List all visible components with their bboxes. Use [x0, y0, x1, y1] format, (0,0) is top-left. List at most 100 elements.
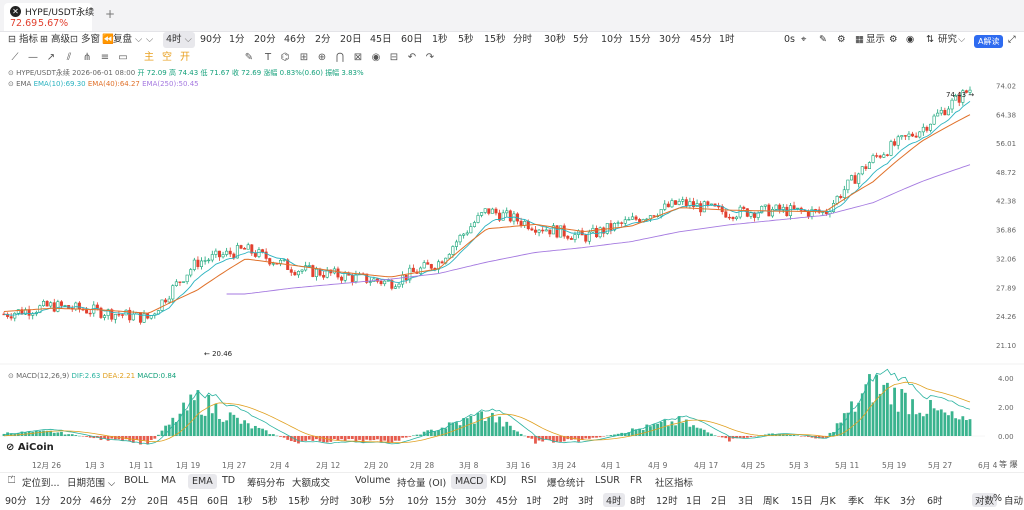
interval-13[interactable]: 5分 [573, 34, 589, 45]
timeframe-33[interactable]: 6时 [927, 496, 943, 507]
redo-icon[interactable]: ↷ [425, 52, 435, 63]
interval-5[interactable]: 20日 [340, 34, 362, 45]
timeframe-11[interactable]: 分时 [320, 496, 340, 507]
indicator-6[interactable]: Volume [355, 475, 391, 486]
timeframe-12[interactable]: 30秒 [350, 496, 372, 507]
indicator-5[interactable]: 大额成交 [292, 478, 331, 489]
replay-icon[interactable]: ⏪ [102, 34, 114, 45]
indicators-icon[interactable]: ⊟ [8, 34, 16, 45]
interval-7[interactable]: 60日 [401, 34, 423, 45]
measure-icon[interactable]: ⊞ [299, 52, 309, 63]
close-icon[interactable]: ✕ [10, 6, 21, 17]
interval-0[interactable]: 90分 [200, 34, 222, 45]
eye-icon[interactable]: ◉ [371, 52, 381, 63]
ai-interpret-button[interactable]: A解读 [974, 35, 1004, 48]
indicator-10[interactable]: RSI [521, 475, 537, 486]
undo-icon[interactable]: ↶ [407, 52, 417, 63]
interval-14[interactable]: 10分 [601, 34, 623, 45]
indicator-12[interactable]: LSUR [595, 475, 620, 486]
interval-2[interactable]: 20分 [254, 34, 276, 45]
interval-9[interactable]: 5秒 [458, 34, 474, 45]
timeframe-14[interactable]: 10分 [407, 496, 429, 507]
timeframe-9[interactable]: 5秒 [262, 496, 278, 507]
indicator-4[interactable]: 筹码分布 [247, 478, 286, 489]
trend-line-icon[interactable]: ⟋ [11, 52, 19, 63]
display-button[interactable]: 显示 [866, 34, 886, 45]
timeframe-10[interactable]: 15秒 [288, 496, 310, 507]
magnet-icon[interactable]: ⋂ [335, 52, 345, 63]
ray-icon[interactable]: ↗ [46, 52, 56, 63]
display-icon[interactable]: ▦ [855, 34, 864, 45]
timeframe-20[interactable]: 3时 [578, 496, 594, 507]
indicator-0[interactable]: BOLL [124, 475, 149, 486]
interval-12[interactable]: 30秒 [544, 34, 566, 45]
multi-window-icon[interactable]: ⊡ [70, 34, 78, 45]
interval-4[interactable]: 2分 [315, 34, 331, 45]
indicator-9[interactable]: KDJ [490, 475, 507, 486]
indicator-2[interactable]: EMA [188, 474, 217, 489]
research-button[interactable]: 研究 [938, 34, 958, 45]
brush-icon[interactable]: ✎ [244, 52, 254, 63]
rectangle-icon[interactable]: ▭ [118, 52, 128, 63]
indicator-1[interactable]: MA [161, 475, 176, 486]
multi-window-button[interactable]: 多窗 [81, 34, 101, 45]
timeframe-27[interactable]: 周K [763, 496, 779, 507]
open-label[interactable]: 开 [180, 52, 190, 63]
chevron-down-icon[interactable]: ⌵ [146, 34, 154, 45]
timeframe-17[interactable]: 45分 [496, 496, 518, 507]
timeframe-15[interactable]: 15分 [435, 496, 457, 507]
locate-icon[interactable]: ⏍ [8, 475, 16, 486]
gear-icon[interactable]: ⚙ [889, 34, 898, 45]
interval-18[interactable]: 1时 [719, 34, 735, 45]
timeframe-31[interactable]: 年K [874, 496, 890, 507]
fib-icon[interactable]: ≡ [100, 52, 110, 63]
timeframe-24[interactable]: 1日 [686, 496, 702, 507]
research-icon[interactable]: ⇅ [926, 34, 934, 45]
chevron-down-icon[interactable]: ⌵ [135, 34, 143, 45]
main-label[interactable]: 主 [144, 52, 154, 63]
percent-button[interactable]: % [993, 493, 1003, 504]
advanced-icon[interactable]: ⊞ [40, 34, 48, 45]
timeframe-22[interactable]: 8时 [630, 496, 646, 507]
delete-icon[interactable]: ⊟ [389, 52, 399, 63]
timeframe-6[interactable]: 45日 [177, 496, 199, 507]
timeframe-21[interactable]: 4时 [603, 493, 625, 507]
indicator-11[interactable]: 爆仓统计 [547, 478, 586, 489]
fullscreen-icon[interactable]: ⤢ [1008, 34, 1016, 45]
pattern-icon[interactable]: ⌬ [280, 52, 290, 63]
add-tab-button[interactable]: + [105, 7, 116, 21]
interval-selected[interactable]: 4时 ⌵ [163, 32, 195, 48]
indicator-14[interactable]: 社区指标 [655, 478, 694, 489]
indicator-7[interactable]: 持仓量 (OI) [397, 478, 447, 489]
interval-16[interactable]: 30分 [659, 34, 681, 45]
timeframe-0[interactable]: 90分 [5, 496, 27, 507]
symbol-tab[interactable]: ✕ HYPE/USDT永续 72.69 5.67% [4, 3, 94, 31]
timeframe-16[interactable]: 30分 [465, 496, 487, 507]
interval-11[interactable]: 分时 [513, 34, 533, 45]
timeframe-8[interactable]: 1秒 [237, 496, 253, 507]
log-scale-button[interactable]: 对数 [972, 493, 998, 507]
lock-icon[interactable]: ⊠ [353, 52, 363, 63]
timeframe-4[interactable]: 2分 [121, 496, 137, 507]
auto-button[interactable]: 自动 [1004, 496, 1024, 507]
timeframe-25[interactable]: 2日 [711, 496, 727, 507]
indicators-button[interactable]: 指标 [19, 34, 39, 45]
candlestick-chart[interactable]: 74.02 64.38 56.01 48.72 42.38 36.86 32.06 27.89… [0, 66, 1024, 458]
timeframe-18[interactable]: 1时 [526, 496, 542, 507]
timeframe-26[interactable]: 3日 [738, 496, 754, 507]
timeframe-28[interactable]: 15日 [791, 496, 813, 507]
timeframe-13[interactable]: 5分 [379, 496, 395, 507]
settings-icon[interactable]: ⚙ [837, 34, 846, 45]
indicator-13[interactable]: FR [630, 475, 643, 486]
date-range-button[interactable]: 日期范围 ⌵ [67, 478, 116, 489]
replay-button[interactable]: 复盘 [113, 34, 133, 45]
timeframe-32[interactable]: 3分 [900, 496, 916, 507]
interval-10[interactable]: 15秒 [484, 34, 506, 45]
crosshair-icon[interactable]: ⌖ [801, 34, 807, 45]
pen-icon[interactable]: ✎ [819, 34, 827, 45]
timeframe-19[interactable]: 2时 [553, 496, 569, 507]
timeframe-5[interactable]: 20日 [147, 496, 169, 507]
interval-8[interactable]: 1秒 [432, 34, 448, 45]
camera-icon[interactable]: ◉ [906, 34, 915, 45]
text-icon[interactable]: T [264, 52, 272, 63]
